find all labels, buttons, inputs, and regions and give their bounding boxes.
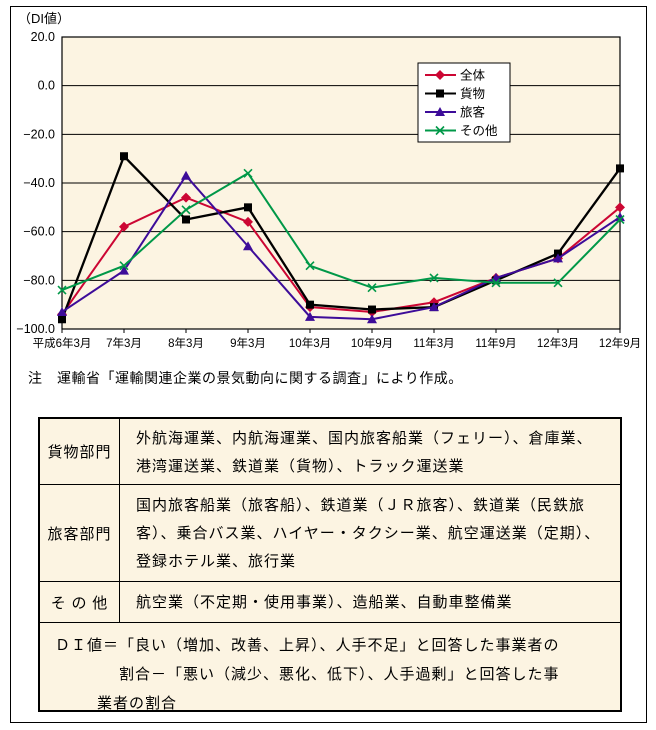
series-line-kamotsu — [60, 154, 621, 320]
row-body-text: 航空業（不定期・使用事業）、造船業、自動車整備業 — [136, 595, 513, 611]
legend-label: その他 — [460, 124, 498, 138]
series-marker-ryokaku — [243, 241, 253, 251]
series-marker-sonota — [119, 261, 129, 271]
y-tick-label: −60.0 — [23, 225, 55, 239]
di-definition-line2: 割合－「悪い（減少、悪化、低下）、人手過剰」と回答した事 — [119, 667, 560, 683]
series-line-sonota — [61, 171, 621, 291]
series-marker-ryokaku — [615, 212, 625, 222]
row-header: 旅客部門 — [40, 485, 120, 581]
row-header: 貨物部門 — [40, 419, 120, 484]
series-marker-ryokaku — [367, 314, 377, 324]
series-marker-ryokaku — [553, 253, 563, 263]
x-tick-label: 平成6年3月 — [33, 336, 92, 350]
series-marker-sonota — [491, 278, 501, 288]
series-marker-sonota — [553, 278, 563, 288]
di-definition-line1: ＤＩ値＝「良い（増加、改善、上昇）、人手不足」と回答した事業者の — [55, 638, 560, 654]
series-marker-kamotsu — [182, 215, 190, 224]
series-marker-kamotsu-legend — [436, 89, 444, 98]
y-tick-label: 0.0 — [38, 79, 55, 93]
y-tick-label: −40.0 — [23, 176, 55, 190]
series-marker-sonota — [181, 205, 191, 215]
legend-label: 旅客 — [460, 105, 486, 120]
series-marker-zentai — [243, 216, 253, 227]
series-marker-ryokaku-legend — [435, 107, 445, 116]
row-header: そ の 他 — [40, 582, 120, 622]
row-body-text: 国内旅客船業（旅客船）、鉄道業（ＪＲ旅客）、鉄道業（民鉄旅客）、乗合バス業、ハイ… — [136, 498, 601, 570]
legend-label: 全体 — [460, 68, 486, 83]
legend-label: 貨物 — [460, 86, 485, 101]
series-marker-kamotsu — [120, 152, 128, 161]
y-axis-unit-label: （DI値） — [18, 11, 71, 26]
table-row-sonota: そ の 他 航空業（不定期・使用事業）、造船業、自動車整備業 — [40, 582, 620, 623]
series-line-ryokaku — [61, 174, 621, 321]
di-definition: ＤＩ値＝「良い（増加、改善、上昇）、人手不足」と回答した事業者の 割合－「悪い（… — [40, 623, 620, 719]
legend-box — [417, 62, 511, 143]
row-body: 国内旅客船業（旅客船）、鉄道業（ＪＲ旅客）、鉄道業（民鉄旅客）、乗合バス業、ハイ… — [120, 485, 620, 581]
row-body: 外航海運業、内航海運業、国内旅客船業（フェリー）、倉庫業、港湾運送業、鉄道業（貨… — [120, 419, 620, 484]
y-tick-label: −100.0 — [16, 322, 55, 336]
series-marker-sonota — [367, 283, 377, 293]
series-marker-sonota — [429, 273, 439, 283]
row-body: 航空業（不定期・使用事業）、造船業、自動車整備業 — [120, 582, 620, 622]
x-tick-label: 11年3月 — [413, 336, 454, 350]
table-row-kamotsu: 貨物部門 外航海運業、内航海運業、国内旅客船業（フェリー）、倉庫業、港湾運送業、… — [40, 419, 620, 485]
series-marker-zentai — [119, 221, 129, 232]
x-tick-label: 10年3月 — [289, 336, 331, 350]
series-marker-kamotsu — [616, 164, 624, 173]
series-marker-zentai — [181, 192, 191, 203]
series-marker-zentai — [615, 202, 625, 213]
series-marker-kamotsu — [58, 315, 66, 324]
source-note: 注 運輸省「運輸関連企業の景気動向に関する調査」により作成。 — [28, 372, 463, 387]
series-marker-ryokaku — [429, 302, 439, 312]
series-marker-kamotsu — [306, 300, 314, 309]
x-tick-label: 9年3月 — [230, 336, 266, 350]
series-marker-ryokaku — [305, 311, 315, 321]
x-tick-label: 7年3月 — [106, 336, 142, 350]
series-marker-sonota — [243, 168, 253, 178]
series-marker-sonota — [615, 214, 625, 225]
x-tick-label: 10年9月 — [351, 336, 393, 350]
series-marker-sonota-legend — [435, 125, 445, 136]
table-row-ryokaku: 旅客部門 国内旅客船業（旅客船）、鉄道業（ＪＲ旅客）、鉄道業（民鉄旅客）、乗合バ… — [40, 485, 620, 582]
series-marker-kamotsu — [244, 203, 252, 212]
series-marker-sonota — [305, 261, 315, 271]
y-tick-label: 20.0 — [31, 30, 55, 44]
x-tick-label: 12年3月 — [537, 336, 579, 350]
series-marker-ryokaku — [57, 306, 67, 316]
y-tick-label: −20.0 — [23, 127, 55, 141]
x-tick-label: 8年3月 — [168, 336, 204, 350]
sector-table: 貨物部門 外航海運業、内航海運業、国内旅客船業（フェリー）、倉庫業、港湾運送業、… — [38, 417, 622, 712]
series-marker-kamotsu — [368, 305, 376, 314]
series-marker-sonota — [57, 285, 67, 295]
series-marker-ryokaku — [119, 265, 129, 275]
x-tick-label: 12年9月 — [599, 336, 641, 350]
x-tick-label: 11年9月 — [475, 336, 516, 350]
row-body-text: 外航海運業、内航海運業、国内旅客船業（フェリー）、倉庫業、港湾運送業、鉄道業（貨… — [136, 430, 593, 475]
series-marker-zentai-legend — [435, 70, 445, 80]
di-definition-line3: 業者の割合 — [97, 696, 178, 712]
series-marker-ryokaku — [181, 170, 191, 180]
y-tick-label: −80.0 — [23, 273, 55, 287]
